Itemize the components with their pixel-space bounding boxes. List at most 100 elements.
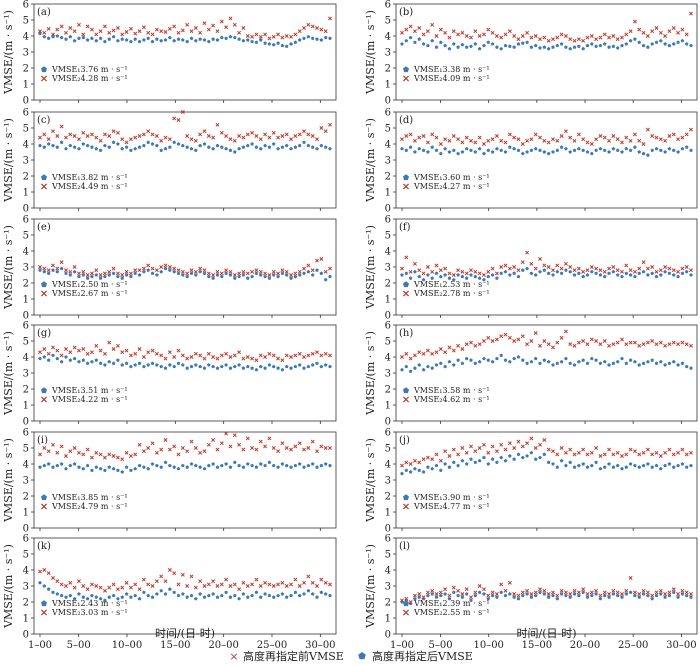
point-after (271, 364, 276, 369)
point-after (111, 140, 116, 144)
point-before (154, 450, 159, 455)
point-before (202, 268, 207, 273)
point-after (525, 361, 529, 365)
point-before (689, 268, 693, 273)
point-after (159, 588, 163, 593)
y-axis-label: VMSE/(m · s⁻¹) (364, 331, 377, 416)
legend-vmse1: VMSE₁3.90 m · s⁻¹ (413, 493, 490, 502)
point-after (663, 150, 667, 154)
point-before (572, 452, 577, 457)
point-before (408, 132, 413, 137)
point-before (581, 269, 586, 274)
point-after (98, 596, 103, 601)
point-before (676, 592, 681, 596)
point-after (64, 595, 68, 599)
point-before (315, 449, 319, 454)
point-before (477, 34, 482, 38)
point-after (297, 462, 302, 466)
point-before (482, 142, 486, 146)
point-after (417, 468, 422, 472)
point-after (516, 274, 521, 279)
point-before (42, 266, 47, 271)
point-before (589, 337, 594, 342)
point-before (585, 140, 590, 145)
point-before (81, 32, 86, 37)
point-before (68, 132, 73, 137)
point-after (585, 361, 590, 365)
panel-label: (e) (37, 222, 51, 233)
point-before (473, 140, 478, 145)
point-after (533, 43, 538, 48)
point-after (276, 366, 280, 370)
point-after (181, 143, 185, 148)
point-before (98, 273, 103, 277)
point-after (254, 40, 259, 44)
point-after (194, 273, 198, 277)
plot-frame (33, 537, 337, 635)
point-before (38, 350, 42, 355)
point-after (172, 465, 176, 469)
point-after (421, 277, 426, 282)
point-before (94, 268, 99, 273)
point-before (55, 348, 60, 353)
point-after (159, 148, 163, 152)
point-before (684, 32, 689, 37)
point-after (633, 145, 637, 149)
y-tick-label: 6 (23, 108, 29, 119)
point-before (193, 446, 198, 450)
y-tick-label: 4 (385, 32, 391, 43)
point-before (55, 27, 60, 32)
point-before (202, 21, 207, 26)
point-after (137, 273, 142, 277)
point-after (315, 37, 319, 41)
point-before (663, 138, 668, 143)
point-after (215, 38, 220, 42)
point-after (443, 146, 447, 151)
point-after (495, 595, 499, 599)
point-after (426, 43, 430, 48)
point-before (94, 135, 99, 140)
point-after (207, 593, 211, 598)
y-tick-label: 6 (385, 108, 391, 119)
point-after (306, 364, 311, 369)
point-after (477, 458, 482, 463)
point-after (51, 143, 55, 148)
plot-frame (395, 111, 698, 209)
point-before (555, 138, 560, 143)
point-before (542, 35, 547, 40)
point-before (663, 592, 668, 596)
point-before (563, 34, 568, 38)
point-before (460, 446, 465, 450)
point-before (425, 348, 430, 353)
point-before (206, 27, 211, 32)
point-before (51, 345, 55, 350)
point-after (42, 355, 47, 359)
point-after (258, 146, 263, 151)
point-after (447, 359, 452, 364)
point-after (503, 358, 508, 362)
legend-marker-after (41, 281, 47, 288)
point-before (400, 30, 404, 35)
point-after (111, 593, 116, 598)
point-after (482, 43, 486, 48)
point-before (215, 269, 220, 274)
point-after (525, 40, 529, 44)
point-before (310, 134, 315, 138)
point-after (284, 44, 289, 48)
y-tick-label: 5 (385, 124, 391, 135)
point-before (271, 269, 276, 274)
point-after (172, 269, 176, 274)
point-after (525, 266, 529, 271)
point-after (689, 43, 693, 48)
point-before (98, 452, 103, 457)
point-before (451, 134, 456, 138)
point-after (220, 463, 224, 468)
point-after (107, 273, 112, 277)
point-after (181, 592, 185, 596)
point-after (241, 592, 246, 596)
point-after (404, 364, 409, 369)
point-before (245, 436, 250, 441)
point-before (430, 351, 435, 356)
point-before (680, 135, 685, 140)
point-after (676, 463, 680, 468)
